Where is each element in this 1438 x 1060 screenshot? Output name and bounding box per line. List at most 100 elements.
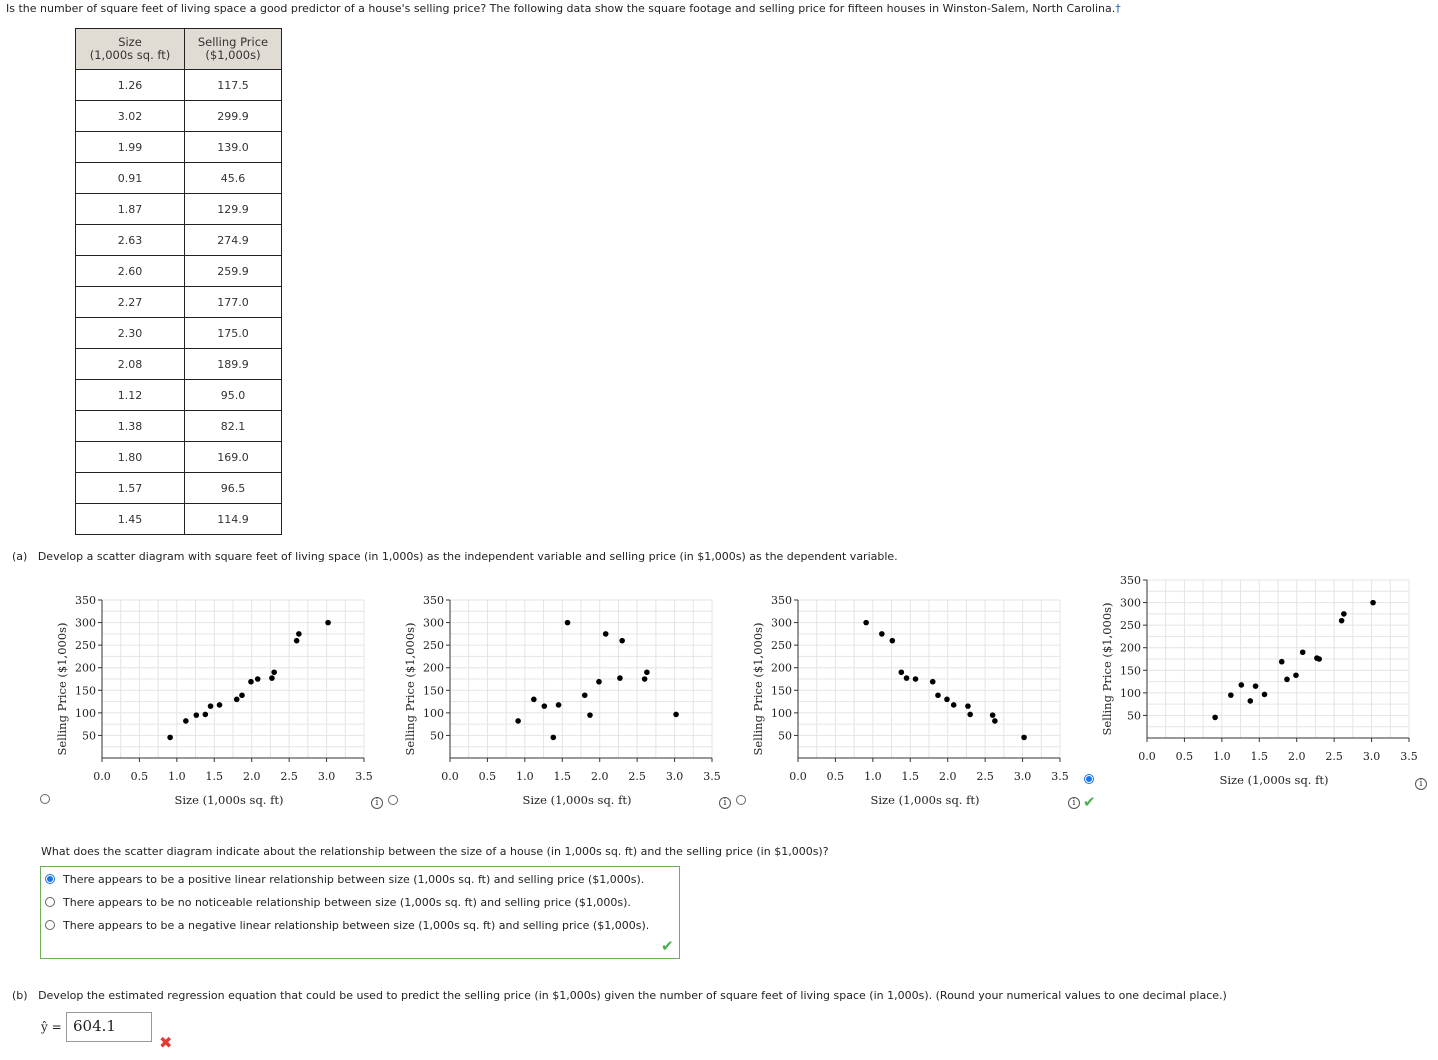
data-point xyxy=(644,669,650,676)
y-tick-label: 150 xyxy=(1120,664,1141,677)
x-tick-label: 2.0 xyxy=(591,770,609,783)
y-tick-label: 100 xyxy=(423,707,444,720)
info-glyph: i xyxy=(1419,779,1423,789)
table-row: 1.26 117.5 xyxy=(75,69,282,101)
y-tick-label: 200 xyxy=(1120,642,1141,655)
x-tick-label: 1.0 xyxy=(864,770,882,783)
data-point xyxy=(879,631,885,637)
data-point xyxy=(202,711,209,718)
x-tick-label: 3.5 xyxy=(703,770,720,783)
scatter-option-3-radio[interactable] xyxy=(736,795,746,805)
scatter-option-2-radio[interactable] xyxy=(388,795,398,805)
relationship-question: What does the scatter diagram indicate a… xyxy=(41,845,829,858)
data-point xyxy=(619,637,625,644)
size-cell: 1.38 xyxy=(75,410,185,442)
table-row: 2.30 175.0 xyxy=(75,317,282,349)
table-row: 0.91 45.6 xyxy=(75,162,282,194)
data-point xyxy=(596,678,602,685)
table-row: 1.80 169.0 xyxy=(75,441,282,473)
data-point xyxy=(587,712,593,718)
data-point xyxy=(1338,617,1345,624)
data-point xyxy=(183,718,189,724)
header-price: Selling Price ($1,000s) xyxy=(184,28,282,70)
data-point xyxy=(239,692,245,699)
y-tick-label: 350 xyxy=(75,594,96,607)
part-a-label: (a) xyxy=(12,550,28,563)
size-cell: 3.02 xyxy=(75,100,185,132)
header-price-line1: Selling Price xyxy=(197,35,269,49)
size-cell: 2.63 xyxy=(75,224,185,256)
check-glyph: ✔ xyxy=(1083,793,1096,811)
scatter-option-1: 50 100 150 200 250 300 350 0.0 0.5 1.0 1.5 2.0 2.5 3.… xyxy=(55,594,372,807)
y-tick-label: 100 xyxy=(1120,687,1141,700)
y-tick-label: 150 xyxy=(771,684,792,697)
y-tick-label: 300 xyxy=(1120,597,1141,610)
info-icon[interactable]: i xyxy=(1068,797,1080,809)
y-tick-label: 100 xyxy=(75,707,96,720)
price-cell: 274.9 xyxy=(184,224,282,256)
y-tick-label: 350 xyxy=(423,594,444,607)
size-cell: 1.80 xyxy=(75,441,185,473)
scatter-option-1-radio[interactable] xyxy=(40,794,50,804)
data-point xyxy=(950,702,957,708)
info-glyph: i xyxy=(375,798,379,808)
data-point xyxy=(989,712,996,718)
x-tick-label: 3.0 xyxy=(666,770,684,783)
y-tick-label: 250 xyxy=(771,639,792,652)
choice-none[interactable]: There appears to be no noticeable relati… xyxy=(45,896,631,909)
y-tick-label: 350 xyxy=(1120,574,1141,587)
data-point xyxy=(1261,691,1268,698)
choice-none-label: There appears to be no noticeable relati… xyxy=(63,896,631,909)
info-icon[interactable]: i xyxy=(371,797,383,809)
choice-box: There appears to be a positive linear re… xyxy=(40,866,680,959)
choice-negative[interactable]: There appears to be a negative linear re… xyxy=(45,919,649,932)
scatter-option-3: 50 100 150 200 250 300 350 0.0 0.5 1.0 1.5 2.0 2.5 3.… xyxy=(751,594,1068,807)
info-icon[interactable]: i xyxy=(719,797,731,809)
y-tick-label: 250 xyxy=(423,639,444,652)
price-cell: 139.0 xyxy=(184,131,282,163)
yhat-input[interactable]: 604.1 xyxy=(66,1012,152,1042)
choice-negative-radio[interactable] xyxy=(45,920,55,930)
price-cell: 117.5 xyxy=(184,69,282,101)
x-tick-label: 2.5 xyxy=(976,770,994,783)
data-point xyxy=(1238,682,1245,688)
footnote-mark[interactable]: † xyxy=(1115,2,1121,15)
choice-positive-label: There appears to be a positive linear re… xyxy=(63,873,645,886)
x-tick-label: 1.5 xyxy=(902,770,920,783)
data-point xyxy=(1370,599,1376,606)
size-cell: 1.99 xyxy=(75,131,185,163)
y-tick-label: 50 xyxy=(778,729,792,742)
data-point xyxy=(935,692,941,699)
choice-positive-radio[interactable] xyxy=(45,874,55,884)
data-point xyxy=(929,678,936,685)
data-point xyxy=(1228,692,1234,698)
data-point xyxy=(207,703,214,709)
x-axis-label: Size (1,000s sq. ft) xyxy=(523,793,632,807)
info-glyph: i xyxy=(723,798,727,808)
price-cell: 82.1 xyxy=(184,410,282,442)
y-tick-label: 200 xyxy=(423,662,444,675)
scatter-option-4-radio[interactable] xyxy=(1084,774,1094,784)
check-icon: ✔ xyxy=(661,937,674,955)
y-tick-label: 250 xyxy=(1120,619,1141,632)
y-tick-label: 50 xyxy=(430,729,444,742)
data-point xyxy=(944,696,950,703)
part-b-label: (b) xyxy=(12,989,28,1002)
choice-none-radio[interactable] xyxy=(45,897,55,907)
data-point xyxy=(992,718,998,724)
data-point xyxy=(555,702,562,708)
x-tick-label: 3.0 xyxy=(1014,770,1032,783)
x-axis-label: Size (1,000s sq. ft) xyxy=(1220,773,1329,787)
data-point xyxy=(233,696,240,703)
x-tick-label: 0.5 xyxy=(131,770,149,783)
part-a-prompt: (a) Develop a scatter diagram with squar… xyxy=(12,550,898,563)
data-point xyxy=(1247,698,1254,704)
cross-glyph: ✖ xyxy=(159,1033,173,1052)
data-point xyxy=(564,619,571,626)
info-icon[interactable]: i xyxy=(1415,778,1427,790)
size-cell: 1.26 xyxy=(75,69,185,101)
y-tick-label: 50 xyxy=(82,729,96,742)
price-cell: 96.5 xyxy=(184,472,282,504)
choice-positive[interactable]: There appears to be a positive linear re… xyxy=(45,873,644,886)
data-point xyxy=(1316,656,1322,662)
